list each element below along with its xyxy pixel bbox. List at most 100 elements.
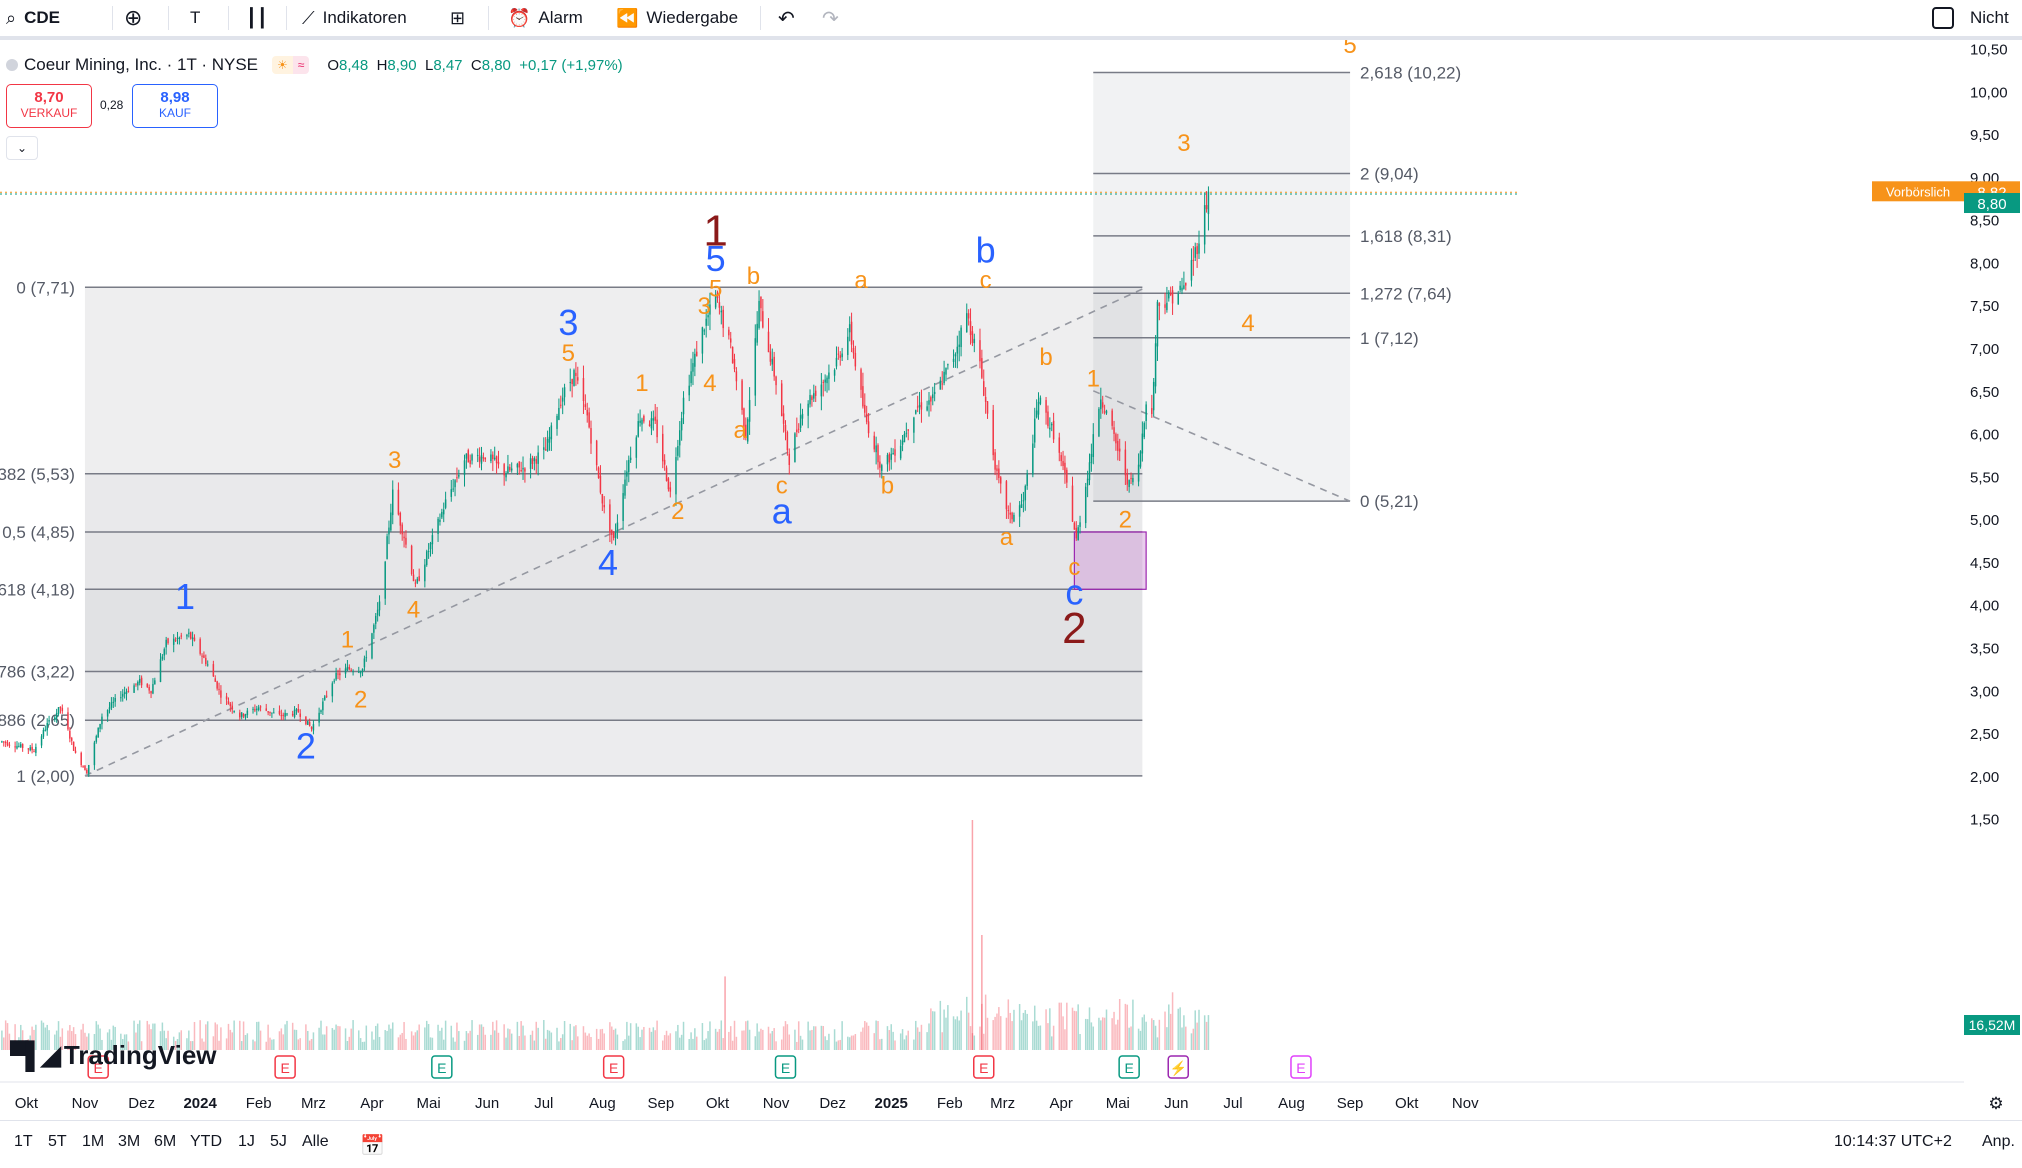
indicators-button[interactable]: ⟋ Indikatoren — [302, 0, 407, 36]
volume-bar — [265, 1041, 267, 1050]
wave-label: 1 — [635, 370, 648, 397]
candle-body — [172, 638, 175, 645]
sell-button[interactable]: 8,70 VERKAUF — [6, 84, 92, 128]
candle-body — [1164, 304, 1166, 308]
volume-bar — [358, 1030, 360, 1050]
volume-bar — [471, 1020, 473, 1050]
collapse-legend-button[interactable]: ⌄ — [6, 136, 38, 160]
volume-bar — [333, 1029, 335, 1050]
fib-extension-zone — [1093, 72, 1351, 502]
volume-bar — [720, 1020, 723, 1050]
alert-button[interactable]: ⏰ Alarm — [508, 0, 583, 36]
candle-body — [865, 413, 868, 422]
candle-body — [824, 379, 826, 383]
candle-body — [1062, 461, 1064, 466]
volume-bar — [722, 1038, 724, 1050]
volume-bar — [560, 1037, 562, 1050]
timeframe-button[interactable]: T — [190, 0, 200, 36]
candle-body — [148, 687, 150, 691]
adjust-button[interactable]: Anp. — [1982, 1133, 2015, 1150]
candle-body — [295, 709, 298, 711]
range-1d-button[interactable]: 1T — [14, 1133, 33, 1150]
right-toolbar-button[interactable]: Nicht — [1932, 0, 2009, 36]
range-ytd-button[interactable]: YTD — [190, 1133, 222, 1150]
volume-bar — [69, 1025, 71, 1050]
wave-label: 4 — [407, 597, 420, 624]
volume-bar — [57, 1021, 60, 1050]
candle-body — [444, 499, 447, 508]
volume-bar — [20, 1024, 22, 1050]
candle-body — [233, 711, 235, 713]
symbol-search-button[interactable]: ⌕ CDE — [6, 0, 60, 36]
range-5d-button[interactable]: 5T — [48, 1133, 67, 1150]
candle-body — [482, 457, 485, 459]
candle-body — [278, 710, 281, 715]
candle-body — [780, 383, 783, 417]
chart-type-button[interactable]: ┃┃ — [246, 0, 276, 36]
volume-bar — [456, 1022, 458, 1050]
candle-body — [358, 671, 360, 673]
time-axis[interactable]: Okt Nov Dez 2024 Feb Mrz Apr Mai Jun Jul Aug Sep Okt… — [0, 1081, 2004, 1113]
price-axis[interactable]: 10,5010,009,509,008,508,007,507,006,506,… — [1872, 42, 2020, 1035]
candle-body — [388, 527, 390, 535]
event-marker-label: E — [1124, 1060, 1133, 1076]
candle-body — [529, 458, 532, 469]
candle-body — [981, 358, 983, 378]
candle-body — [359, 671, 362, 674]
volume-bar — [282, 1034, 284, 1050]
volume-bar — [121, 1039, 124, 1050]
price-chart[interactable]: 0 (7,71) 0,382 (5,53) 0,5 (4,85) 0,618 (4,1… — [0, 40, 2022, 1120]
price-tick: 10,00 — [1970, 84, 2008, 101]
undo-button[interactable]: ↶ — [778, 0, 803, 36]
candle-body — [305, 716, 307, 725]
volume-bar — [44, 1027, 47, 1050]
volume-bar — [799, 1035, 802, 1050]
volume-bar — [1143, 1014, 1145, 1050]
candle-body — [121, 693, 124, 697]
candle-body — [469, 460, 471, 464]
buy-button[interactable]: 8,98 KAUF — [132, 84, 218, 128]
volume-bar — [1156, 1037, 1159, 1050]
candle-body — [1047, 411, 1049, 427]
compare-button[interactable]: ⊕ — [124, 0, 150, 36]
candle-body — [441, 511, 443, 518]
redo-button[interactable]: ↷ — [822, 0, 847, 36]
volume-bar — [894, 1040, 896, 1050]
layouts-button[interactable]: ⊞ — [450, 0, 473, 36]
volume-bar — [218, 1040, 220, 1050]
range-all-button[interactable]: Alle — [302, 1133, 329, 1150]
volume-bar — [361, 1041, 364, 1050]
time-tick: Okt — [15, 1095, 39, 1112]
wave-label: b — [881, 472, 894, 499]
date-range-button[interactable]: 📅 — [360, 1133, 385, 1158]
volume-bar — [425, 1020, 428, 1050]
range-5y-button[interactable]: 5J — [270, 1133, 287, 1150]
range-6m-button[interactable]: 6M — [154, 1133, 177, 1150]
candle-body — [188, 632, 190, 634]
candle-body — [1166, 302, 1168, 311]
range-1y-button[interactable]: 1J — [238, 1133, 255, 1150]
candle-body — [71, 738, 73, 741]
range-3m-button[interactable]: 3M — [118, 1133, 141, 1150]
volume-bar — [999, 1016, 1002, 1050]
candle-body — [543, 447, 545, 450]
volume-bar — [348, 1036, 351, 1050]
volume-bar — [801, 1039, 804, 1050]
volume-bar — [518, 1035, 521, 1050]
wave-label: 2 — [671, 498, 684, 525]
volume-bar — [239, 1020, 241, 1050]
fib-level-label: 0,382 (5,53) — [0, 465, 75, 484]
volume-bar — [318, 1027, 320, 1050]
volume-bar — [269, 1037, 271, 1050]
volume-bar — [95, 1021, 98, 1050]
market-status-badge[interactable]: ☀ ≈ — [272, 56, 310, 74]
clock[interactable]: 10:14:37 UTC+2 — [1834, 1133, 1952, 1150]
candle-body — [669, 487, 672, 492]
candle-body — [146, 683, 149, 687]
candle-body — [854, 352, 857, 367]
volume-bar — [762, 1029, 764, 1050]
replay-button[interactable]: ⏪ Wiedergabe — [616, 0, 738, 36]
candle-body — [1185, 282, 1187, 286]
volume-bar — [40, 1020, 43, 1050]
range-1m-button[interactable]: 1M — [82, 1133, 105, 1150]
